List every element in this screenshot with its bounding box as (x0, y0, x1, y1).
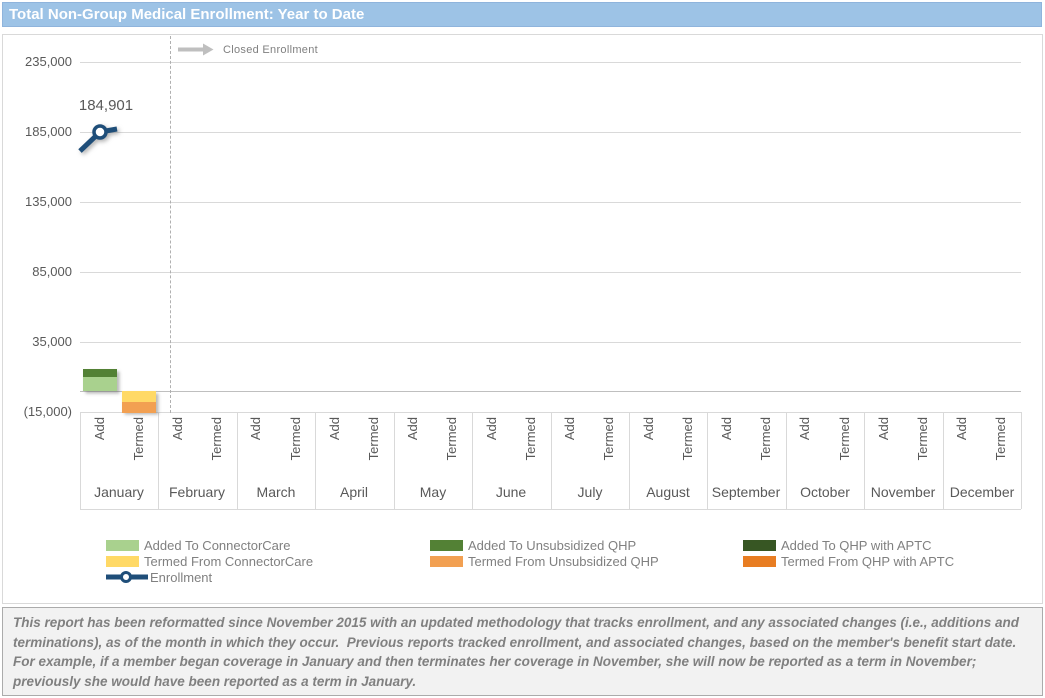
y-axis-tick-label: 185,000 (25, 124, 72, 139)
month-separator (80, 412, 81, 509)
month-label: September (711, 484, 781, 500)
legend-label: Added To ConnectorCare (144, 537, 291, 553)
gridline (80, 412, 1021, 413)
gridline (80, 342, 1021, 343)
gridline (80, 132, 1021, 133)
month-separator (629, 412, 630, 509)
legend-label: Termed From Unsubsidized QHP (468, 553, 659, 569)
bar-segment (83, 369, 117, 377)
y-axis-tick-label: 35,000 (32, 334, 72, 349)
legend-item: Added To Unsubsidized QHP (430, 537, 636, 553)
legend-color-swatch (106, 539, 139, 551)
legend-color-swatch (430, 555, 463, 567)
category-area-bottom-border (80, 509, 1021, 510)
month-separator (315, 412, 316, 509)
month-label: October (800, 484, 850, 500)
legend-color-swatch (743, 539, 776, 551)
month-label: March (256, 484, 296, 500)
legend-item: Enrollment (106, 569, 212, 585)
month-label: April (339, 484, 368, 500)
month-label: December (949, 484, 1015, 500)
gridline (80, 202, 1021, 203)
right-arrow-icon (178, 43, 214, 56)
legend-color-swatch (743, 555, 776, 567)
bar-segment (83, 377, 117, 391)
y-axis-tick-label: (15,000) (23, 404, 72, 419)
closed-enrollment-divider (170, 36, 171, 413)
legend-item: Added To ConnectorCare (106, 537, 290, 553)
month-separator (864, 412, 865, 509)
gridline (80, 62, 1021, 63)
month-label: July (577, 484, 603, 500)
closed-enrollment-label: Closed Enrollment (223, 43, 318, 56)
enrollment-chart: Closed Enrollment 184,901 235,000 185,000… (23, 36, 1022, 585)
y-axis-tick-label: 85,000 (32, 264, 72, 279)
footnote-text: This report has been reformatted since N… (2, 607, 1043, 696)
month-separator (394, 412, 395, 509)
closed-enrollment-annotation: Closed Enrollment (178, 43, 318, 56)
zero-axis-line (80, 391, 1021, 392)
month-label: June (495, 484, 527, 500)
month-separator (707, 412, 708, 509)
month-separator (943, 412, 944, 509)
month-separator (551, 412, 552, 509)
month-label: January (94, 484, 144, 500)
month-label: February (168, 484, 226, 500)
legend-item: Termed From QHP with APTC (743, 553, 954, 569)
month-separator (237, 412, 238, 509)
gridline (80, 272, 1021, 273)
legend-item: Added To QHP with APTC (743, 537, 932, 553)
month-separator (472, 412, 473, 509)
legend-color-swatch (106, 555, 139, 567)
y-axis-tick-label: 235,000 (25, 54, 72, 69)
legend-label: Added To Unsubsidized QHP (468, 537, 637, 553)
page-title: Total Non-Group Medical Enrollment: Year… (9, 6, 365, 23)
bar-stack-add (83, 369, 117, 391)
legend-item: Termed From ConnectorCare (106, 553, 313, 569)
month-separator (1021, 412, 1022, 509)
bar-stack-termed (122, 391, 156, 413)
enrollment-marker (92, 124, 108, 140)
month-label: August (646, 484, 690, 500)
bar-segment (122, 402, 156, 413)
month-separator (786, 412, 787, 509)
legend-label: Termed From QHP with APTC (781, 553, 955, 569)
legend-label: Enrollment (150, 569, 213, 585)
y-axis-tick-label: 135,000 (25, 194, 72, 209)
report-title-bar: Total Non-Group Medical Enrollment: Year… (2, 2, 1042, 27)
legend-item: Termed From Unsubsidized QHP (430, 553, 659, 569)
enrollment-line-series (78, 124, 118, 153)
month-label: May (419, 484, 447, 500)
legend-color-swatch (430, 539, 463, 551)
month-label: November (870, 484, 936, 500)
legend-line-swatch (106, 571, 148, 583)
legend-label: Added To QHP with APTC (781, 537, 932, 553)
month-separator (158, 412, 159, 509)
legend-label: Termed From ConnectorCare (144, 553, 314, 569)
bar-segment (122, 391, 156, 402)
enrollment-data-label: 184,901 (78, 97, 134, 114)
